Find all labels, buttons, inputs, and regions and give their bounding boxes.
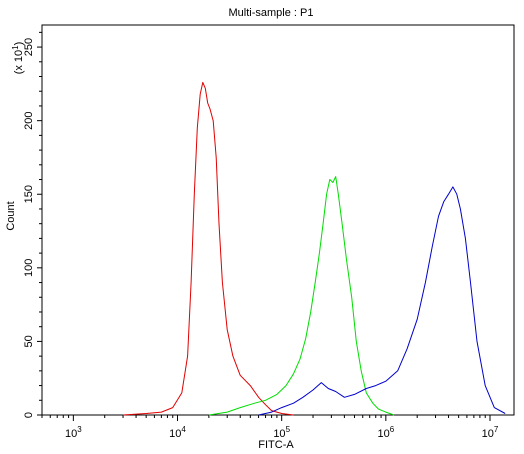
- y-axis-label: Count: [5, 201, 17, 230]
- y-multiplier-exp: 1: [11, 45, 20, 50]
- svg-text:(x 101): (x 101): [11, 42, 25, 75]
- y-tick-label: 0: [23, 412, 35, 418]
- x-tick-label: 106: [377, 425, 394, 440]
- x-tick-exp: 7: [494, 425, 499, 434]
- x-tick-exp: 3: [77, 425, 82, 434]
- x-tick-base: 10: [65, 428, 77, 440]
- x-tick-base: 10: [482, 428, 494, 440]
- x-tick-base: 10: [377, 428, 389, 440]
- x-axis-label: FITC-A: [258, 439, 294, 451]
- x-tick-exp: 6: [390, 425, 395, 434]
- series-layer: [123, 81, 506, 416]
- x-tick-label: 103: [65, 425, 82, 440]
- chart-title: Multi-sample : P1: [229, 7, 314, 19]
- y-tick-label: 200: [23, 111, 35, 129]
- y-tick-label: 250: [23, 38, 35, 56]
- x-tick-label: 107: [482, 425, 499, 440]
- x-axis-ticks: 103 104 105 106 107: [41, 415, 499, 440]
- plot-frame: [41, 24, 515, 416]
- y-tick-label: 100: [23, 259, 35, 277]
- y-tick-label: 50: [23, 335, 35, 347]
- x-tick-label: 105: [273, 425, 290, 440]
- x-tick-base: 10: [273, 428, 285, 440]
- series-line-2: [208, 176, 395, 416]
- y-multiplier-text: (x 10: [13, 50, 25, 74]
- y-axis-ticks: 0 50 100 150 200 250: [23, 31, 42, 418]
- x-tick-exp: 4: [181, 425, 186, 434]
- series-line-1: [123, 81, 294, 416]
- x-tick-base: 10: [169, 428, 181, 440]
- y-multiplier-close: ): [13, 42, 25, 46]
- y-tick-label: 150: [23, 185, 35, 203]
- x-tick-exp: 5: [286, 425, 291, 434]
- y-axis-multiplier: (x 101): [11, 42, 25, 75]
- series-line-3: [258, 186, 506, 416]
- x-tick-label: 104: [169, 425, 186, 440]
